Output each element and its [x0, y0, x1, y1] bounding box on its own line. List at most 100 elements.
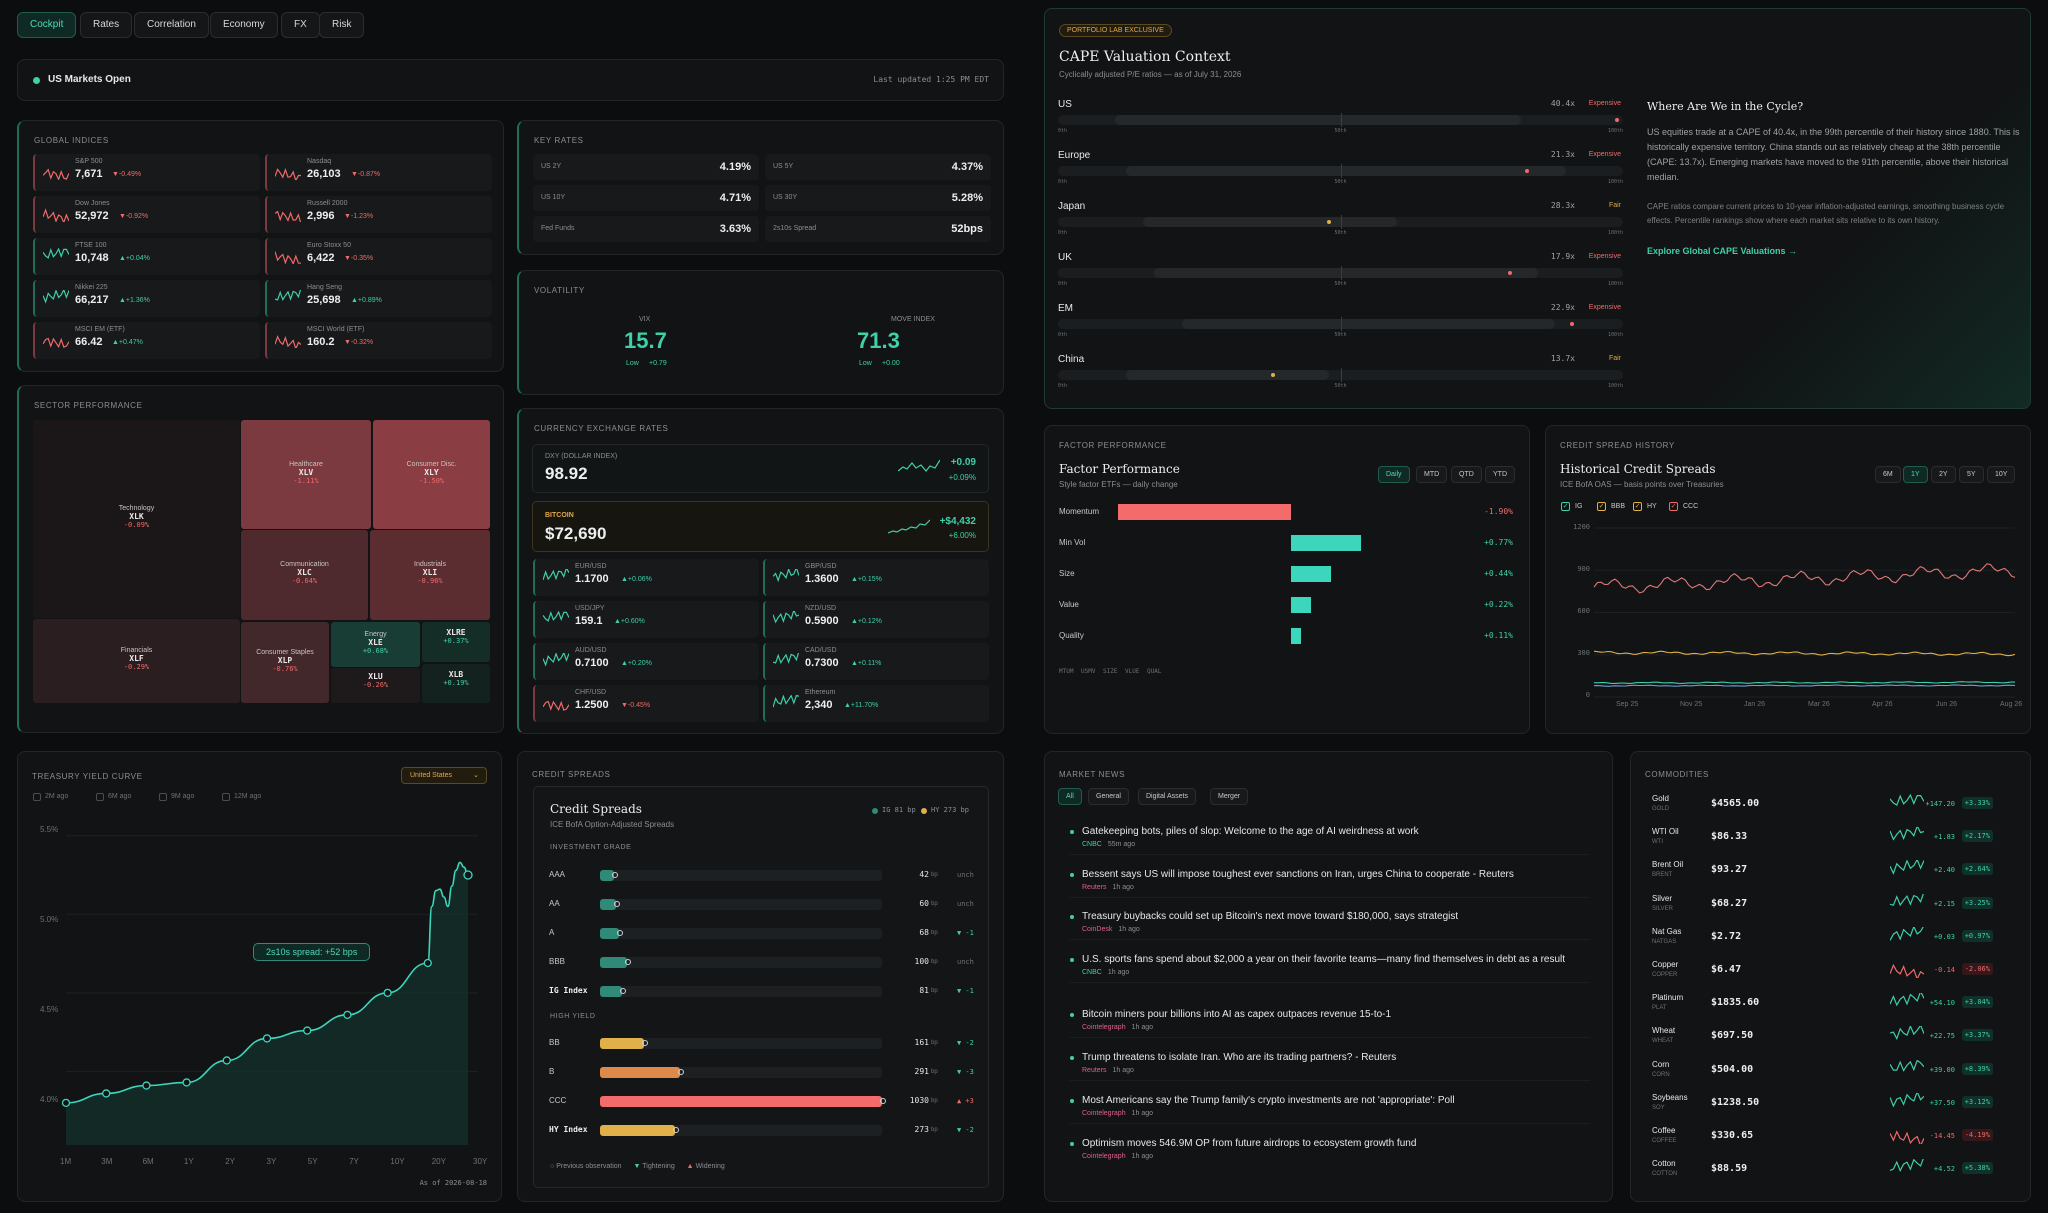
news-item[interactable]: Optimism moves 546.9M OP from future air…: [1070, 1137, 1590, 1160]
tab-fx[interactable]: FX: [281, 12, 320, 38]
sector-tile[interactable]: Consumer Disc. XLY -1.50%: [373, 420, 490, 529]
yield-point[interactable]: [343, 1010, 352, 1020]
index-card[interactable]: MSCI EM (ETF) 66.42 ▲+0.47%: [33, 322, 260, 359]
yield-point[interactable]: [463, 870, 473, 880]
sector-tile[interactable]: XLU -0.26%: [331, 668, 420, 703]
commodity-row[interactable]: Corn CORN $504.00 +39.00 +8.39%: [1650, 1056, 2010, 1087]
tab-economy[interactable]: Economy: [210, 12, 278, 38]
commodity-row[interactable]: Silver SILVER $68.27 +2.15 +3.25%: [1650, 890, 2010, 921]
yield-point[interactable]: [303, 1026, 312, 1035]
index-card[interactable]: S&P 500 7,671 ▼-0.49%: [33, 154, 260, 191]
tab-risk[interactable]: Risk: [319, 12, 365, 38]
sector-tile[interactable]: Industrials XLI -0.96%: [370, 530, 490, 620]
yield-point[interactable]: [383, 988, 392, 998]
dxy-card[interactable]: DXY (DOLLAR INDEX) 98.92 +0.09 +0.09%: [532, 444, 989, 493]
fx-pair-card[interactable]: CHF/USD 1.2500 ▼-0.45%: [533, 685, 759, 722]
fx-pair-card[interactable]: Ethereum 2,340 ▲+11.70%: [763, 685, 989, 722]
rate-card[interactable]: US 5Y 4.37%: [765, 154, 991, 180]
sector-tile[interactable]: XLRE +0.37%: [422, 622, 490, 662]
index-card[interactable]: FTSE 100 10,748 ▲+0.04%: [33, 238, 260, 275]
fx-pair-card[interactable]: AUD/USD 0.7100 ▲+0.20%: [533, 643, 759, 680]
sector-tile[interactable]: Energy XLE +0.68%: [331, 622, 420, 667]
news-item[interactable]: Bessent says US will impose toughest eve…: [1070, 868, 1590, 898]
commodity-row[interactable]: Coffee COFFEE $330.65 -14.45 -4.19%: [1650, 1122, 2010, 1153]
compare-checkbox[interactable]: [159, 793, 167, 801]
compare-checkbox[interactable]: [33, 793, 41, 801]
index-card[interactable]: Nikkei 225 66,217 ▲+1.36%: [33, 280, 260, 317]
tab-correlation[interactable]: Correlation: [134, 12, 209, 38]
fx-pair-card[interactable]: EUR/USD 1.1700 ▲+0.06%: [533, 559, 759, 596]
compare-checkbox[interactable]: [222, 793, 230, 801]
yield-point[interactable]: [182, 1078, 191, 1087]
commodity-row[interactable]: Copper COPPER $6.47 -0.14 -2.06%: [1650, 956, 2010, 987]
fx-pair-card[interactable]: USD/JPY 159.1 ▲+0.60%: [533, 601, 759, 638]
range-1y[interactable]: 1Y: [1903, 466, 1928, 483]
period-daily[interactable]: Daily: [1378, 466, 1410, 483]
range-5y[interactable]: 5Y: [1959, 466, 1984, 483]
news-item[interactable]: Trump threatens to isolate Iran. Who are…: [1070, 1051, 1590, 1081]
sector-tile[interactable]: Financials XLF -0.29%: [33, 619, 240, 703]
commodity-row[interactable]: WTI Oil WTI $86.33 +1.83 +2.17%: [1650, 823, 2010, 854]
legend-checkbox[interactable]: ✓: [1669, 502, 1678, 511]
yield-point[interactable]: [222, 1056, 231, 1065]
sector-tile[interactable]: Communication XLC -0.64%: [241, 530, 368, 620]
news-filter-merger[interactable]: Merger: [1210, 788, 1249, 805]
yield-point[interactable]: [262, 1034, 272, 1043]
country-select[interactable]: United States ⌄: [401, 767, 487, 784]
period-mtd[interactable]: MTD: [1416, 466, 1448, 483]
cape-explore-link[interactable]: Explore Global CAPE Valuations →: [1647, 246, 1798, 256]
news-item[interactable]: U.S. sports fans spend about $2,000 a ye…: [1070, 953, 1590, 983]
rate-card[interactable]: 2s10s Spread 52bps: [765, 216, 991, 242]
legend-checkbox[interactable]: ✓: [1633, 502, 1642, 511]
rate-card[interactable]: US 10Y 4.71%: [533, 185, 759, 211]
yield-point[interactable]: [423, 958, 432, 968]
cape-tick-label: 0th: [1058, 281, 1068, 287]
fx-pair-card[interactable]: CAD/USD 0.7300 ▲+0.11%: [763, 643, 989, 680]
index-card[interactable]: Euro Stoxx 50 6,422 ▼-0.35%: [265, 238, 492, 275]
commodity-row[interactable]: Cotton COTTON $88.59 +4.52 +5.38%: [1650, 1155, 2010, 1186]
legend-checkbox[interactable]: ✓: [1561, 502, 1570, 511]
commodity-row[interactable]: Gold GOLD $4565.00 +147.20 +3.33%: [1650, 790, 2010, 821]
period-qtd[interactable]: QTD: [1451, 466, 1482, 483]
range-2y[interactable]: 2Y: [1931, 466, 1956, 483]
spread-bar: [600, 899, 617, 910]
yield-point[interactable]: [61, 1098, 71, 1108]
index-card[interactable]: Russell 2000 2,996 ▼-1.23%: [265, 196, 492, 233]
tab-cockpit[interactable]: Cockpit: [17, 12, 77, 38]
news-filter-all[interactable]: All: [1058, 788, 1082, 805]
sector-tile[interactable]: Technology XLK -0.09%: [33, 420, 240, 618]
news-item[interactable]: Bitcoin miners pour billions into AI as …: [1070, 1008, 1590, 1038]
rate-card[interactable]: Fed Funds 3.63%: [533, 216, 759, 242]
commodity-row[interactable]: Soybeans SOY $1238.50 +37.50 +3.12%: [1650, 1089, 2010, 1120]
range-6m[interactable]: 6M: [1875, 466, 1901, 483]
news-item[interactable]: Gatekeeping bots, piles of slop: Welcome…: [1070, 825, 1590, 855]
commodity-row[interactable]: Platinum PLAT $1835.60 +54.10 +3.04%: [1650, 989, 2010, 1020]
bitcoin-card[interactable]: BITCOIN $72,690 +$4,432 +6.00%: [532, 501, 989, 552]
commodity-row[interactable]: Brent Oil BRENT $93.27 +2.40 +2.64%: [1650, 856, 2010, 887]
sector-tile[interactable]: Consumer Staples XLP -0.76%: [241, 622, 329, 703]
compare-checkbox[interactable]: [96, 793, 104, 801]
sector-tile[interactable]: XLB +0.19%: [422, 664, 490, 703]
news-filter-general[interactable]: General: [1088, 788, 1129, 805]
fx-pair-card[interactable]: NZD/USD 0.5900 ▲+0.12%: [763, 601, 989, 638]
index-card[interactable]: Hang Seng 25,698 ▲+0.89%: [265, 280, 492, 317]
news-item[interactable]: Treasury buybacks could set up Bitcoin's…: [1070, 910, 1590, 940]
rate-card[interactable]: US 2Y 4.19%: [533, 154, 759, 180]
rate-card[interactable]: US 30Y 5.28%: [765, 185, 991, 211]
range-10y[interactable]: 10Y: [1987, 466, 2016, 483]
legend-checkbox[interactable]: ✓: [1597, 502, 1606, 511]
news-item[interactable]: Most Americans say the Trump family's cr…: [1070, 1094, 1590, 1124]
yield-point[interactable]: [102, 1089, 111, 1098]
index-card[interactable]: Nasdaq 26,103 ▼-0.87%: [265, 154, 492, 191]
fx-pair-card[interactable]: GBP/USD 1.3600 ▲+0.15%: [763, 559, 989, 596]
index-card[interactable]: Dow Jones 52,972 ▼-0.92%: [33, 196, 260, 233]
commodity-row[interactable]: Nat Gas NATGAS $2.72 +0.03 +0.97%: [1650, 923, 2010, 954]
commodity-row[interactable]: Wheat WHEAT $697.50 +22.75 +3.37%: [1650, 1022, 2010, 1053]
tab-rates[interactable]: Rates: [80, 12, 133, 38]
index-card[interactable]: MSCI World (ETF) 160.2 ▼-0.32%: [265, 322, 492, 359]
fx-sparkline: [543, 569, 569, 581]
yield-point[interactable]: [142, 1081, 151, 1090]
sector-tile[interactable]: Healthcare XLV -1.11%: [241, 420, 371, 529]
news-filter-digital-assets[interactable]: Digital Assets: [1138, 788, 1197, 805]
period-ytd[interactable]: YTD: [1485, 466, 1515, 483]
